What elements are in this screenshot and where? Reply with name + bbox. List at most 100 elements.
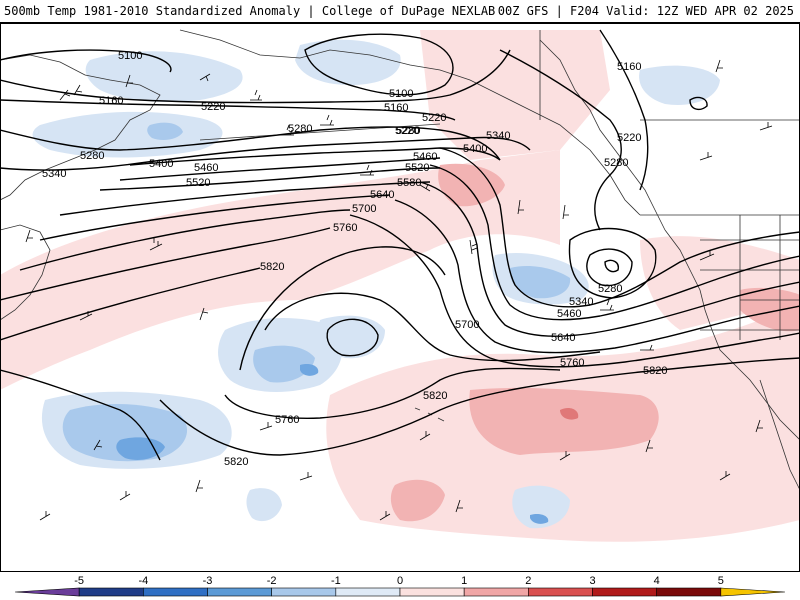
- contour-labels: 5100 5100 5160 5160 5160 5220 5220 5220 …: [42, 50, 667, 468]
- central-trough-5700: [264, 292, 601, 362]
- colorbar-tick-label: 2: [525, 575, 531, 587]
- ridge-ne-contour: [499, 49, 622, 231]
- colorbar-tick-label: 3: [589, 575, 595, 587]
- wind-barb: [755, 419, 763, 433]
- contour-label: 5640: [551, 332, 575, 344]
- wind-barb: [59, 89, 71, 101]
- cutoff-low-ring: [568, 227, 657, 299]
- colorbar-tick-label: -5: [74, 575, 84, 587]
- contour-label: 5160: [617, 61, 641, 73]
- wind-barb: [119, 491, 131, 501]
- cool-anomaly-area: [85, 51, 243, 102]
- contour-label: 5820: [643, 365, 667, 377]
- contour-label: 5400: [463, 143, 487, 155]
- cool-anomaly-area: [295, 39, 401, 85]
- contour-label: 5220: [617, 132, 641, 144]
- cool-anomaly-area: [318, 315, 385, 359]
- wind-barb: [600, 299, 614, 311]
- wind-barb: [469, 239, 478, 255]
- contour-label: 5100: [118, 50, 142, 62]
- contour-5520: [99, 167, 441, 191]
- wind-barb: [455, 499, 463, 513]
- coastline-siberia: [0, 54, 161, 201]
- ridge-ne-contour-2: [599, 29, 649, 191]
- wind-barb: [199, 73, 211, 82]
- wind-barb: [759, 122, 773, 131]
- colorbar-segment: [592, 587, 657, 597]
- central-low-contour: [326, 318, 379, 357]
- contour-label: 5160: [99, 95, 123, 107]
- contour-label: 5220: [395, 125, 419, 137]
- warm-anomaly-area: [0, 150, 560, 390]
- wind-barb: [299, 472, 313, 481]
- contour-5700: [19, 209, 351, 271]
- warm-anomaly-area: [740, 287, 800, 332]
- contour-label: 5340: [486, 130, 510, 142]
- warm-anomaly-area: [560, 407, 579, 420]
- colorbar-segment: [271, 587, 337, 597]
- cool-anomaly-area: [512, 485, 570, 529]
- far-south-5820: [0, 369, 161, 461]
- canada-border: [539, 30, 800, 121]
- colorbar-segment: [399, 587, 465, 597]
- contour-5100-north: [304, 33, 454, 96]
- cool-anomaly-area: [246, 488, 282, 522]
- cool-anomaly-area: [530, 513, 549, 524]
- wind-barb: [419, 183, 431, 192]
- south-trough-5820: [159, 357, 800, 456]
- wind-barb: [199, 307, 209, 321]
- cool-anomaly-area: [300, 363, 319, 376]
- contour-5160: [0, 49, 511, 104]
- wind-barb: [25, 229, 33, 243]
- contour-label: 5280: [604, 157, 628, 169]
- wind-barb: [73, 84, 83, 96]
- colorbar-segments: [14, 587, 786, 597]
- contour-5340: [0, 136, 531, 171]
- colorbar-tick-label: -2: [267, 575, 277, 587]
- contour-label: 5820: [423, 390, 447, 402]
- trough-contour-a: [439, 147, 800, 308]
- cutoff-low-inner: [604, 259, 619, 273]
- colorbar-tick-label: -1: [331, 575, 341, 587]
- wind-barb: [93, 439, 103, 451]
- contour-5220: [0, 99, 456, 121]
- contour-label: 5340: [42, 168, 66, 180]
- contour-5760: [0, 227, 331, 301]
- cool-anomaly-area: [639, 65, 720, 105]
- contour-label: 5520: [186, 177, 210, 189]
- wind-barb: [419, 431, 431, 441]
- contour-label: 5640: [370, 189, 394, 201]
- contour-label: 5100: [389, 88, 413, 100]
- wind-barb: [517, 199, 524, 215]
- cool-anomaly-area: [32, 111, 223, 158]
- contour-5460: [119, 157, 441, 181]
- contour-5400: [129, 147, 501, 166]
- cool-anomaly-area: [509, 266, 571, 299]
- wind-barb: [379, 511, 391, 521]
- contour-label: 5400: [149, 158, 173, 170]
- contour-label: 5220: [201, 101, 225, 113]
- trough-contour-b: [429, 164, 800, 321]
- colorbar-ticks: -5 -4 -3 -2 -1 0 1 2 3 4 5: [74, 575, 724, 587]
- cool-anomaly-area: [253, 345, 315, 383]
- trough-contour-d: [394, 199, 800, 354]
- warm-anomaly-area: [438, 163, 505, 207]
- wind-barb: [125, 74, 133, 88]
- contour-label: 5760: [333, 222, 357, 234]
- map-title: 500mb Temp 1981-2010 Standardized Anomal…: [4, 4, 496, 18]
- contour-5820-west: [0, 267, 261, 341]
- contour-5100-west: [0, 49, 172, 73]
- trough-contour-c: [419, 181, 800, 337]
- title-bar: 500mb Temp 1981-2010 Standardized Anomal…: [0, 0, 800, 23]
- coastline-bc: [539, 39, 666, 231]
- contour-label: 5700: [352, 203, 376, 215]
- colorbar-segment: [463, 587, 529, 597]
- colorbar-segment: [335, 587, 401, 597]
- contour-label: 5280: [288, 123, 312, 135]
- contour-label: 5760: [560, 357, 584, 369]
- contour-5580: [59, 181, 431, 216]
- central-trough-5760: [239, 246, 446, 371]
- map-panel: 5100 5100 5160 5160 5160 5220 5220 5220 …: [0, 23, 800, 572]
- contour-label: 5280: [80, 150, 104, 162]
- colorbar-tick-label: -3: [203, 575, 213, 587]
